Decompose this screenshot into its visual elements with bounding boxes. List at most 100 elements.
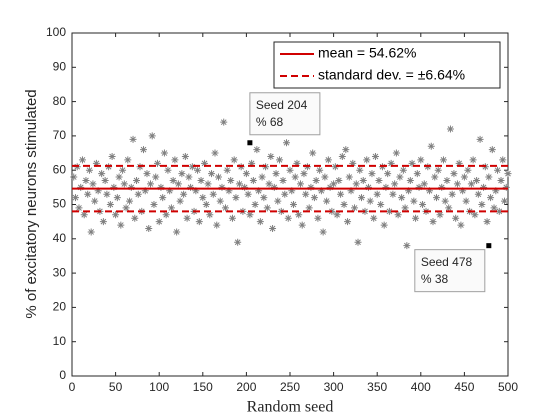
point [492, 187, 500, 195]
point [382, 183, 390, 191]
point [298, 221, 306, 229]
y-tick-label: 0 [59, 368, 66, 382]
point [216, 197, 224, 205]
x-tick-label: 350 [367, 380, 387, 394]
point [331, 163, 339, 171]
point [330, 180, 338, 188]
point [211, 149, 219, 157]
point [344, 218, 352, 226]
point [335, 176, 343, 184]
point [453, 180, 461, 188]
point [347, 187, 355, 195]
point [459, 187, 467, 195]
point [227, 176, 235, 184]
point [120, 180, 128, 188]
point [419, 201, 427, 208]
point [392, 149, 400, 157]
y-axis-label: % of excitatory neurons stimulated [23, 89, 40, 318]
datatip-label: Seed 478 [421, 255, 473, 269]
x-axis-label: Random seed [247, 399, 334, 416]
x-tick-label: 450 [454, 380, 474, 394]
point [324, 156, 332, 164]
point [145, 225, 153, 233]
point [385, 207, 393, 215]
point [115, 173, 123, 181]
point [206, 211, 214, 219]
point [283, 139, 291, 147]
point [251, 201, 259, 208]
point [438, 183, 446, 191]
point [167, 204, 175, 212]
point [230, 156, 238, 164]
point [269, 225, 277, 233]
point [312, 176, 320, 184]
point [457, 221, 465, 229]
point [295, 211, 303, 219]
point [502, 183, 510, 191]
point [443, 176, 451, 184]
point [94, 187, 102, 195]
point [284, 214, 292, 222]
y-tick-label: 10 [53, 334, 67, 348]
point [150, 201, 158, 208]
point [281, 190, 289, 198]
point [450, 170, 458, 178]
point [384, 170, 392, 178]
point [473, 176, 481, 184]
point [82, 176, 90, 184]
point [70, 173, 78, 181]
datatip-marker [486, 243, 492, 249]
point [180, 190, 188, 198]
point [265, 180, 273, 188]
point [368, 170, 376, 178]
point [112, 211, 120, 219]
point [242, 170, 250, 178]
point [78, 156, 86, 164]
point [417, 156, 425, 164]
point [316, 166, 324, 174]
point [326, 183, 334, 191]
point [197, 176, 205, 184]
point [213, 221, 221, 229]
x-tick-label: 0 [69, 380, 76, 394]
point [469, 156, 477, 164]
point [307, 183, 315, 191]
point [356, 166, 364, 174]
y-tick-label: 20 [53, 300, 67, 314]
point [483, 218, 491, 226]
point [291, 173, 299, 181]
point [399, 166, 407, 174]
point [323, 197, 331, 205]
point [220, 118, 228, 126]
point [223, 166, 231, 174]
point [432, 194, 440, 202]
point [181, 152, 189, 160]
point [394, 211, 402, 219]
point [91, 197, 99, 205]
y-tick-label: 40 [53, 231, 67, 245]
point [401, 204, 409, 212]
point [349, 159, 357, 167]
point [420, 180, 428, 188]
point [499, 156, 507, 164]
point [84, 190, 92, 198]
y-tick-label: 100 [46, 25, 66, 39]
point [75, 204, 83, 212]
point [166, 187, 174, 195]
point [403, 242, 411, 250]
point [98, 170, 106, 178]
point [351, 204, 359, 212]
point [480, 183, 488, 191]
point [124, 156, 132, 164]
point [108, 152, 116, 160]
point [235, 180, 243, 188]
point [415, 183, 423, 191]
point [148, 132, 156, 140]
point [405, 187, 413, 195]
point [171, 156, 179, 164]
point [485, 173, 493, 181]
point [214, 173, 222, 181]
point [157, 183, 165, 191]
point [406, 176, 414, 184]
point [159, 194, 167, 202]
